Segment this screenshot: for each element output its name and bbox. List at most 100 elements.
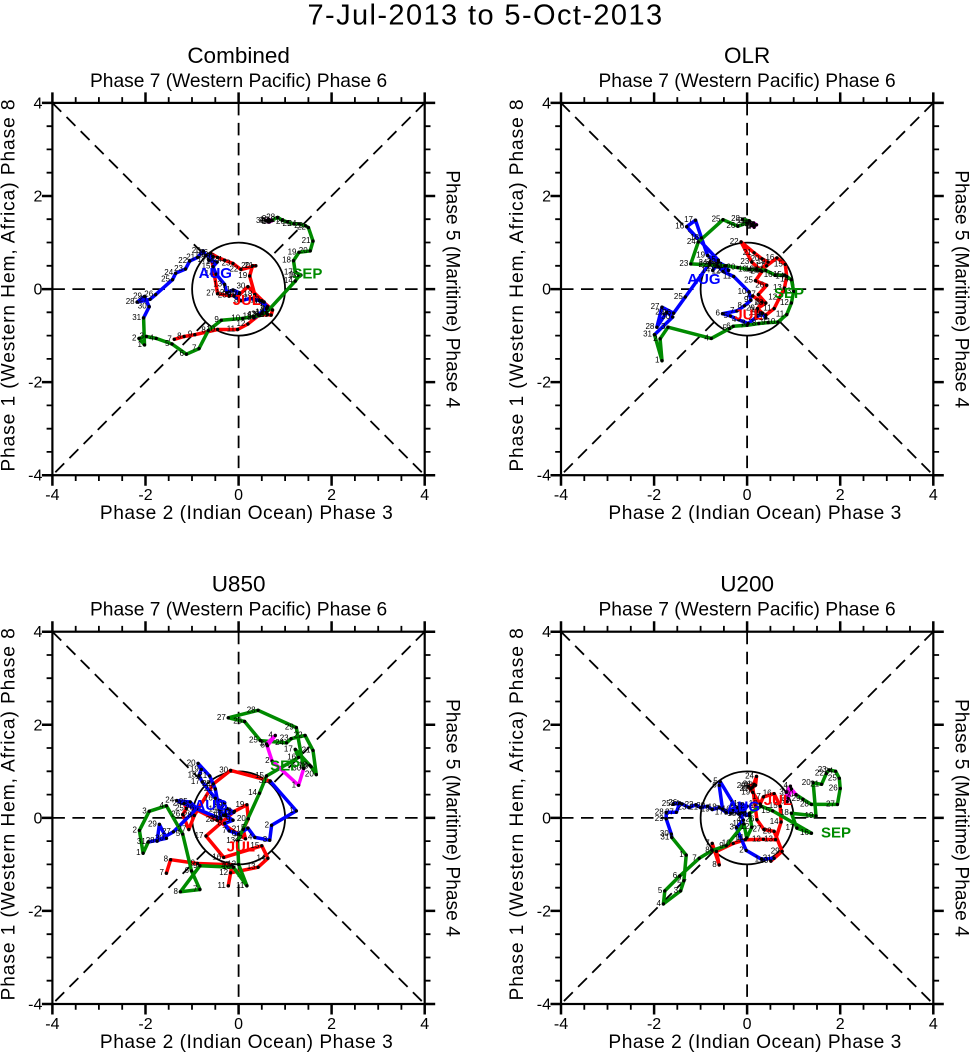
svg-text:13: 13 <box>212 811 221 820</box>
svg-text:18: 18 <box>708 803 717 812</box>
svg-text:19: 19 <box>238 271 247 280</box>
svg-text:31: 31 <box>643 330 652 339</box>
svg-text:15: 15 <box>250 841 259 850</box>
svg-text:8: 8 <box>234 296 239 305</box>
svg-text:18: 18 <box>690 233 699 242</box>
svg-text:6: 6 <box>179 349 184 358</box>
svg-text:31: 31 <box>763 853 772 862</box>
svg-text:4: 4 <box>260 216 265 225</box>
svg-text:20: 20 <box>237 814 246 823</box>
svg-text:12: 12 <box>752 834 761 843</box>
svg-text:11: 11 <box>723 272 732 281</box>
svg-text:3: 3 <box>263 835 268 844</box>
svg-text:11: 11 <box>222 285 231 294</box>
svg-text:29: 29 <box>228 290 237 299</box>
svg-text:16: 16 <box>764 270 773 279</box>
svg-text:30: 30 <box>256 216 265 225</box>
svg-text:2: 2 <box>542 189 551 206</box>
svg-text:23: 23 <box>209 814 218 823</box>
svg-text:4: 4 <box>420 487 429 504</box>
svg-text:24: 24 <box>288 219 297 228</box>
svg-text:16: 16 <box>763 789 772 798</box>
svg-text:17: 17 <box>752 792 761 801</box>
svg-text:15: 15 <box>774 259 783 268</box>
svg-text:7: 7 <box>192 344 197 353</box>
svg-text:-4: -4 <box>28 468 42 485</box>
svg-text:28: 28 <box>754 298 763 307</box>
svg-text:2: 2 <box>677 876 682 885</box>
svg-text:11: 11 <box>227 325 236 334</box>
svg-text:0: 0 <box>743 1016 752 1033</box>
svg-text:21: 21 <box>244 261 253 270</box>
svg-text:8: 8 <box>201 326 206 335</box>
svg-text:15: 15 <box>773 270 782 279</box>
svg-text:6: 6 <box>726 321 731 330</box>
svg-text:28: 28 <box>655 807 664 816</box>
svg-text:14: 14 <box>208 805 217 814</box>
svg-text:13: 13 <box>731 807 740 816</box>
svg-text:2: 2 <box>781 793 786 802</box>
svg-text:14: 14 <box>256 310 265 319</box>
svg-text:23: 23 <box>740 257 749 266</box>
svg-text:11: 11 <box>776 310 785 319</box>
svg-text:14: 14 <box>284 276 293 285</box>
svg-text:11: 11 <box>243 312 252 321</box>
svg-text:1: 1 <box>138 340 143 349</box>
svg-text:Phase 7 (Western Pacific) Phas: Phase 7 (Western Pacific) Phase 6 <box>598 71 895 92</box>
svg-text:20: 20 <box>802 778 811 787</box>
svg-text:3: 3 <box>674 886 679 895</box>
svg-text:31: 31 <box>259 776 268 785</box>
svg-text:17: 17 <box>250 296 259 305</box>
svg-text:4: 4 <box>704 333 709 342</box>
svg-text:4: 4 <box>542 624 551 641</box>
svg-text:19: 19 <box>696 251 705 260</box>
svg-text:20: 20 <box>696 801 705 810</box>
svg-text:-2: -2 <box>28 375 42 392</box>
svg-text:29: 29 <box>655 814 664 823</box>
svg-text:27: 27 <box>747 290 756 299</box>
svg-text:16: 16 <box>765 253 774 262</box>
svg-text:26: 26 <box>171 810 180 819</box>
svg-text:24: 24 <box>687 237 696 246</box>
svg-text:10: 10 <box>732 819 741 828</box>
svg-text:27: 27 <box>752 825 761 834</box>
svg-text:16: 16 <box>212 852 221 861</box>
svg-text:Phase 1 (Western Hem, Africa): Phase 1 (Western Hem, Africa) Phase 8 <box>507 627 528 1000</box>
svg-text:14: 14 <box>738 811 747 820</box>
svg-text:29: 29 <box>738 216 747 225</box>
svg-text:U200: U200 <box>720 572 774 597</box>
svg-text:5: 5 <box>658 886 663 895</box>
svg-text:13: 13 <box>247 862 256 871</box>
svg-text:3: 3 <box>260 739 265 748</box>
svg-text:21: 21 <box>302 236 311 245</box>
svg-text:13: 13 <box>213 279 222 288</box>
svg-text:25: 25 <box>744 276 753 285</box>
svg-text:9: 9 <box>761 318 766 327</box>
svg-text:17: 17 <box>715 807 724 816</box>
svg-text:12: 12 <box>780 298 789 307</box>
svg-text:26: 26 <box>668 798 677 807</box>
svg-text:14: 14 <box>780 275 789 284</box>
svg-text:22: 22 <box>229 265 238 274</box>
svg-text:4: 4 <box>783 781 788 790</box>
svg-text:23: 23 <box>294 221 303 230</box>
svg-text:16: 16 <box>204 793 213 802</box>
svg-text:2: 2 <box>653 334 658 343</box>
svg-text:-4: -4 <box>537 468 551 485</box>
svg-text:16: 16 <box>206 257 215 266</box>
svg-text:Phase 1 (Western Hem, Africa): Phase 1 (Western Hem, Africa) Phase 8 <box>507 99 528 472</box>
svg-text:13: 13 <box>782 286 791 295</box>
svg-text:18: 18 <box>282 256 291 265</box>
svg-text:30: 30 <box>751 308 760 317</box>
svg-text:21: 21 <box>302 745 311 754</box>
svg-text:0: 0 <box>33 282 42 299</box>
svg-text:25: 25 <box>662 799 671 808</box>
svg-text:13: 13 <box>738 808 747 817</box>
svg-text:Phase 7 (Western Pacific) Phas: Phase 7 (Western Pacific) Phase 6 <box>90 71 387 92</box>
svg-text:22: 22 <box>739 784 748 793</box>
svg-text:8: 8 <box>737 301 742 310</box>
svg-text:1: 1 <box>289 806 294 815</box>
svg-text:20: 20 <box>187 758 196 767</box>
svg-text:16: 16 <box>722 805 731 814</box>
svg-text:6: 6 <box>712 780 717 789</box>
